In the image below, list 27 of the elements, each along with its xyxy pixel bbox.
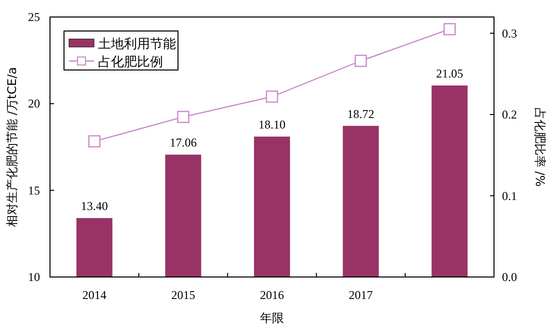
y-axis-title: 相对生产化肥的节能 /万tCE/a <box>5 67 19 227</box>
x-tick-label: 2014 <box>82 288 106 302</box>
y-tick-label: 15 <box>28 183 40 198</box>
x-tick-label: 2017 <box>348 288 373 302</box>
data-label: 18.72 <box>347 106 374 121</box>
data-label: 13.40 <box>80 199 108 214</box>
y2-tick-label: 0.1 <box>502 188 517 203</box>
y2-axis-title: 占化肥比率 /% <box>533 107 547 187</box>
y-tick-label: 10 <box>28 270 40 284</box>
y-tick-label: 25 <box>28 10 40 24</box>
data-label: 17.06 <box>170 136 197 150</box>
y2-tick-label: 0.2 <box>502 108 517 122</box>
point <box>177 110 190 124</box>
point <box>354 54 367 67</box>
legend-label: 占化肥比例 <box>98 55 163 70</box>
x-tick-label: 2016 <box>260 288 284 302</box>
point <box>444 23 456 36</box>
data-label: 18.10 <box>258 118 286 132</box>
point <box>266 90 278 103</box>
x-tick-label: 2015 <box>171 288 196 302</box>
legend-label: 土地利用节能 <box>98 37 176 52</box>
y2-tick-label: 0.0 <box>502 270 517 284</box>
x-axis-title: 年限 <box>260 311 284 325</box>
y2-tick-label: 0.3 <box>502 26 517 40</box>
point <box>88 135 100 148</box>
y-tick-label: 20 <box>28 96 40 111</box>
data-label: 21.05 <box>436 66 464 80</box>
